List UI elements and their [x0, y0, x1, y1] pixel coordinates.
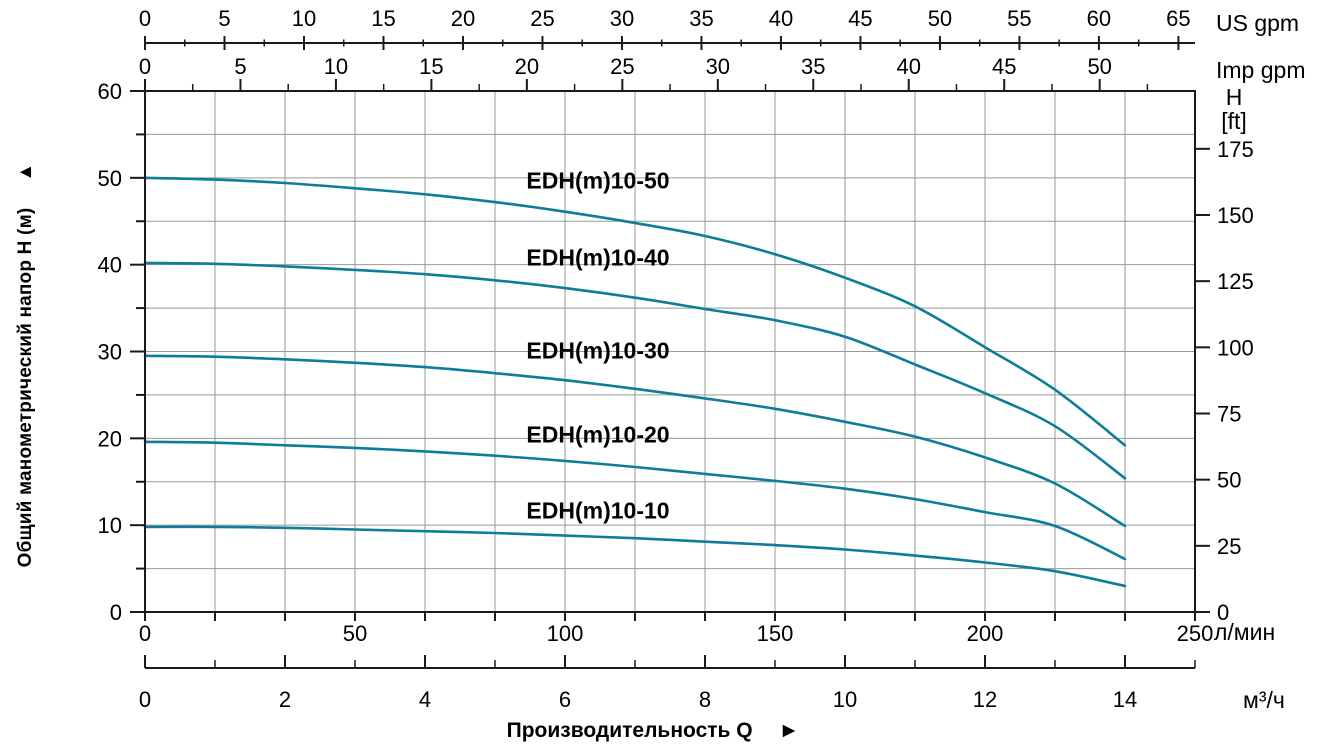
imp-gpm-tick-label: 20: [515, 54, 539, 79]
h-ft-unit-label: H [ft]: [1210, 85, 1258, 133]
lpm-tick-label: 0: [139, 621, 151, 646]
imp-gpm-unit-label: Imp gpm: [1216, 57, 1306, 83]
m3h-tick-label: 14: [1113, 687, 1137, 712]
m3h-tick-label: 4: [419, 687, 431, 712]
us-gpm-tick-label: 30: [610, 6, 634, 31]
h-ft-tick-label: 150: [1217, 203, 1254, 228]
m3h-tick-label: 12: [973, 687, 997, 712]
imp-gpm-tick-label: 35: [801, 54, 825, 79]
m3h-unit-label: м³/ч: [1243, 687, 1285, 713]
h-ft-tick-label: 175: [1217, 137, 1254, 162]
m3h-tick-label: 2: [279, 687, 291, 712]
h-ft-tick-label: 75: [1217, 401, 1241, 426]
imp-gpm-tick-label: 25: [610, 54, 634, 79]
y-axis-title-text: Общий манометрический напор H (м): [15, 207, 36, 568]
us-gpm-tick-label: 65: [1166, 6, 1190, 31]
h-m-tick-label: 40: [98, 253, 122, 278]
us-gpm-unit-label: US gpm: [1216, 10, 1300, 36]
curve-label-edhm10-40: EDH(m)10-40: [526, 244, 670, 271]
h-m-tick-label: 20: [98, 426, 122, 451]
h-ft-tick-label: 0: [1217, 600, 1229, 625]
imp-gpm-tick-label: 10: [324, 54, 348, 79]
curve-label-edhm10-30: EDH(m)10-30: [526, 337, 670, 364]
pump-curve-EDH(m)10-40: [143, 261, 1127, 480]
lpm-tick-label: 150: [757, 621, 794, 646]
us-gpm-tick-label: 10: [292, 6, 316, 31]
m3h-tick-label: 0: [139, 687, 151, 712]
imp-gpm-tick-label: 30: [706, 54, 730, 79]
h-ft-line2: [ft]: [1221, 108, 1247, 135]
us-gpm-tick-label: 60: [1087, 6, 1111, 31]
us-gpm-tick-label: 40: [769, 6, 793, 31]
us-gpm-tick-label: 50: [928, 6, 952, 31]
pump-curve-EDH(m)10-20: [143, 440, 1127, 561]
h-ft-tick-label: 50: [1217, 468, 1241, 493]
right-arrow-icon: ►: [778, 719, 800, 742]
us-gpm-tick-label: 35: [689, 6, 713, 31]
m3h-tick-label: 8: [699, 687, 711, 712]
us-gpm-tick-label: 15: [371, 6, 395, 31]
h-ft-tick-label: 100: [1217, 335, 1254, 360]
x-axis-title-text: Производительность Q: [506, 719, 753, 742]
h-m-tick-label: 50: [98, 166, 122, 191]
us-gpm-tick-label: 45: [848, 6, 872, 31]
us-gpm-tick-label: 0: [139, 6, 151, 31]
us-gpm-tick-label: 25: [530, 6, 554, 31]
lpm-tick-label: 100: [547, 621, 584, 646]
curve-label-edhm10-20: EDH(m)10-20: [526, 421, 670, 448]
curve-label-edhm10-50: EDH(m)10-50: [526, 167, 670, 194]
lpm-tick-label: 250: [1177, 621, 1214, 646]
us-gpm-tick-label: 5: [218, 6, 230, 31]
lpm-tick-label: 200: [967, 621, 1004, 646]
lpm-unit-label: л/мин: [1214, 619, 1276, 645]
lpm-tick-label: 50: [343, 621, 367, 646]
m3h-tick-label: 6: [559, 687, 571, 712]
curve-label-edhm10-10: EDH(m)10-10: [526, 497, 670, 524]
imp-gpm-tick-label: 0: [139, 54, 151, 79]
pump-curve-EDH(m)10-30: [143, 354, 1127, 528]
us-gpm-tick-label: 20: [451, 6, 475, 31]
h-ft-tick-label: 25: [1217, 534, 1241, 559]
y-axis-title: Общий манометрический напор H (м) ▲: [15, 163, 37, 568]
imp-gpm-tick-label: 45: [992, 54, 1016, 79]
h-ft-tick-label: 125: [1217, 269, 1254, 294]
h-m-tick-label: 30: [98, 340, 122, 365]
imp-gpm-tick-label: 50: [1087, 54, 1111, 79]
h-m-tick-label: 10: [98, 513, 122, 538]
pump-curve-EDH(m)10-50: [143, 176, 1127, 447]
pump-curve-EDH(m)10-10: [143, 525, 1127, 588]
imp-gpm-tick-label: 5: [234, 54, 246, 79]
h-m-tick-label: 0: [110, 600, 122, 625]
h-ft-line1: H: [1225, 84, 1243, 110]
imp-gpm-tick-label: 15: [419, 54, 443, 79]
x-axis-title: Производительность Q ►: [507, 719, 800, 743]
up-arrow-icon: ▲: [15, 162, 36, 182]
us-gpm-tick-label: 55: [1007, 6, 1031, 31]
m3h-tick-label: 10: [833, 687, 857, 712]
imp-gpm-tick-label: 40: [897, 54, 921, 79]
h-m-tick-label: 60: [98, 79, 122, 104]
